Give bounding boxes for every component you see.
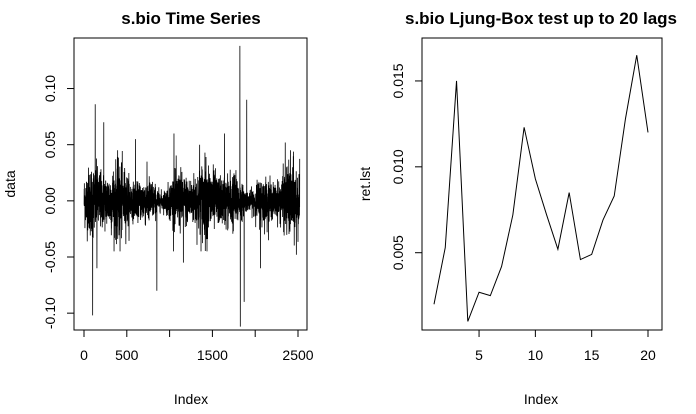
- left-y-tick-label: 0.05: [42, 131, 58, 158]
- left-x-tick-label: 1500: [197, 347, 228, 363]
- right-x-axis-label: Index: [524, 391, 558, 407]
- left-x-tick-label: 2500: [282, 347, 313, 363]
- left-x-tick-label: 0: [80, 347, 88, 363]
- right-x-tick-label: 10: [528, 347, 544, 363]
- left-x-axis-label: Index: [174, 391, 208, 407]
- right-y-tick-label: 0.005: [390, 235, 406, 270]
- left-y-tick-label: -0.05: [42, 241, 58, 273]
- right-series-line: [433, 55, 649, 322]
- left-x-axis: 0 500 1500 2500: [80, 329, 314, 363]
- left-chart-title: s.bio Time Series: [121, 9, 261, 28]
- right-x-tick-label: 20: [640, 347, 656, 363]
- left-y-axis: -0.10 -0.05 0.00 0.05 0.10: [42, 75, 75, 329]
- right-plot-frame: [421, 37, 663, 331]
- right-panel: s.bio Ljung-Box test up to 20 lags 5 10 15…: [357, 9, 677, 407]
- right-x-axis: 5 10 15 20: [475, 329, 656, 363]
- left-y-tick-label: -0.10: [42, 297, 58, 329]
- left-x-tick-label: 500: [115, 347, 139, 363]
- left-series-line: [83, 45, 301, 327]
- right-y-tick-label: 0.010: [390, 149, 406, 184]
- left-series: [83, 45, 301, 327]
- right-series: [433, 55, 649, 322]
- left-y-tick-label: 0.00: [42, 187, 58, 214]
- right-chart-title: s.bio Ljung-Box test up to 20 lags: [405, 9, 677, 28]
- right-y-axis: 0.005 0.010 0.015: [390, 63, 423, 270]
- left-panel: s.bio Time Series 0 500 1500 2500 -0.10 -0.0…: [2, 9, 314, 407]
- right-x-tick-label: 15: [584, 347, 600, 363]
- right-x-tick-label: 5: [475, 347, 483, 363]
- left-y-tick-label: 0.10: [42, 75, 58, 102]
- right-y-tick-label: 0.015: [390, 63, 406, 98]
- left-y-axis-label: data: [2, 170, 18, 197]
- right-y-axis-label: ret.lst: [357, 167, 373, 201]
